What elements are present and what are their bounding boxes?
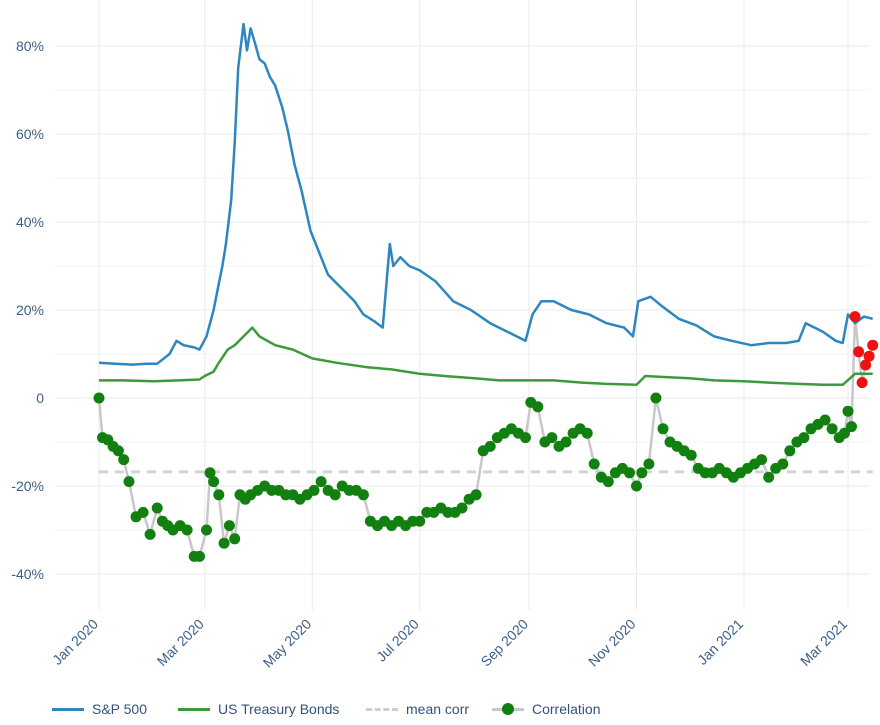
chart-legend: S&P 500 US Treasury Bonds mean corr Corr… xyxy=(0,696,880,722)
correlation-point xyxy=(456,502,468,514)
correlation-point xyxy=(777,458,789,470)
correlation-point xyxy=(204,467,216,479)
legend-label-mean-corr: mean corr xyxy=(406,701,470,717)
correlation-point xyxy=(308,484,320,496)
correlation-point xyxy=(137,506,149,518)
legend-item-correlation[interactable]: Correlation xyxy=(490,696,600,722)
series-us-treasury-bonds xyxy=(99,326,873,387)
legend-line-sp500-icon xyxy=(50,699,86,719)
legend-item-mean-corr[interactable]: mean corr xyxy=(364,696,469,722)
legend-line-bonds-icon xyxy=(176,699,212,719)
correlation-point xyxy=(819,414,831,426)
correlation-point xyxy=(229,533,241,545)
correlation-point xyxy=(93,392,105,404)
x-tick-label: Sep 2020 xyxy=(477,616,531,670)
correlation-point xyxy=(194,550,205,562)
correlation-point xyxy=(863,350,875,362)
correlation-point xyxy=(624,467,635,479)
correlation-point xyxy=(532,401,544,413)
legend-label-sp500: S&P 500 xyxy=(92,701,148,717)
x-tick-label: Jan 2020 xyxy=(49,616,101,668)
correlation-point xyxy=(151,502,163,514)
correlation-point xyxy=(756,454,768,466)
correlation-point xyxy=(144,528,156,540)
x-tick-label: May 2020 xyxy=(260,616,315,671)
x-tick-label: Jan 2021 xyxy=(694,616,746,668)
correlation-point xyxy=(218,537,230,549)
correlation-point xyxy=(657,423,669,435)
legend-item-bonds[interactable]: US Treasury Bonds xyxy=(176,696,339,722)
correlation-point xyxy=(581,427,593,439)
correlation-point xyxy=(181,524,193,536)
y-tick-label: 40% xyxy=(16,214,44,230)
correlation-point xyxy=(856,377,868,389)
correlation-point xyxy=(846,421,857,433)
correlation-point xyxy=(636,467,648,479)
correlation-point xyxy=(546,432,558,444)
x-tick-label: Jul 2020 xyxy=(373,616,422,665)
correlation-point xyxy=(867,339,879,351)
correlation-point xyxy=(484,440,496,452)
correlation-point xyxy=(208,476,220,488)
correlation-point xyxy=(470,489,482,501)
correlation-point xyxy=(839,427,850,439)
correlation-point xyxy=(685,449,697,461)
correlation-point xyxy=(357,489,369,501)
correlation-point xyxy=(414,515,426,527)
correlation-point xyxy=(643,458,655,470)
correlation-point xyxy=(112,445,124,457)
x-axis-ticks: Jan 2020 Mar 2020 May 2020 Jul 2020 Sep 2020… xyxy=(49,616,850,671)
correlation-point xyxy=(763,471,775,483)
correlation-point xyxy=(602,476,614,488)
correlation-point xyxy=(329,489,341,501)
correlation-point xyxy=(798,432,810,444)
series-sp500 xyxy=(98,22,874,366)
legend-label-bonds: US Treasury Bonds xyxy=(218,701,340,717)
series-correlation-line xyxy=(97,315,874,558)
correlation-point xyxy=(201,524,212,536)
correlation-point xyxy=(650,392,662,404)
legend-dash-mean-icon xyxy=(364,699,400,719)
correlation-point xyxy=(842,405,854,417)
correlation-point xyxy=(123,476,135,488)
y-axis-ticks: -40% -20% 0 20% 40% 60% 80% xyxy=(11,38,44,582)
y-tick-label: 60% xyxy=(16,126,44,142)
legend-label-correlation: Correlation xyxy=(532,701,601,717)
correlation-point xyxy=(784,445,796,457)
grid-layer xyxy=(55,0,870,610)
chart-canvas: -40% -20% 0 20% 40% 60% 80% Jan 2020 Mar 2020 Ma… xyxy=(11,0,879,671)
y-tick-label: 20% xyxy=(16,302,44,318)
x-tick-label: Nov 2020 xyxy=(585,616,639,670)
legend-item-sp500[interactable]: S&P 500 xyxy=(50,696,147,722)
y-tick-label: 0 xyxy=(36,390,44,406)
correlation-point xyxy=(520,432,531,444)
correlation-point xyxy=(860,359,872,371)
correlation-point xyxy=(826,423,838,435)
y-tick-label: -40% xyxy=(11,566,44,582)
correlation-points xyxy=(93,311,879,562)
correlation-point xyxy=(560,436,572,448)
correlation-point xyxy=(118,454,130,466)
correlation-point xyxy=(588,458,600,470)
legend-dot-correlation-icon xyxy=(490,699,526,719)
correlation-point xyxy=(853,346,865,358)
y-tick-label: 80% xyxy=(16,38,44,54)
correlation-point xyxy=(631,480,642,492)
y-tick-label: -20% xyxy=(11,478,44,494)
x-tick-label: Mar 2021 xyxy=(797,616,850,669)
correlation-point xyxy=(849,311,861,323)
correlation-point xyxy=(315,476,327,488)
x-tick-label: Mar 2020 xyxy=(154,616,207,669)
correlation-point xyxy=(223,520,235,532)
correlation-point xyxy=(213,489,225,501)
